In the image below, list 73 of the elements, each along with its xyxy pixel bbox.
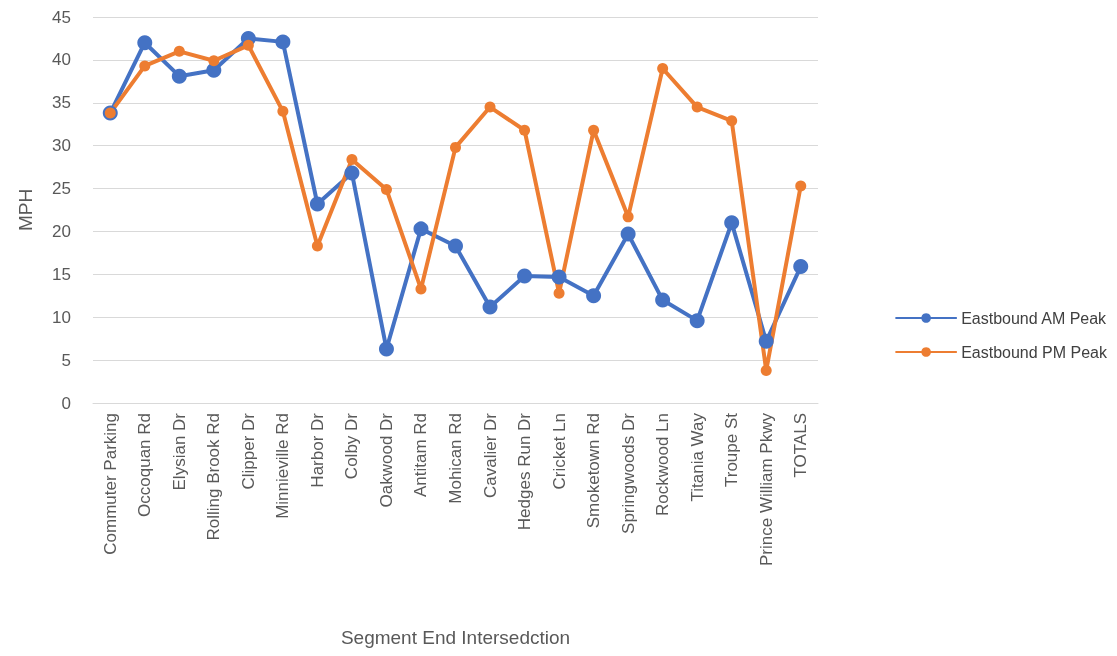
x-tick-label: Minnieville Rd [273, 413, 293, 519]
x-tick-label: Harbor Dr [307, 412, 327, 488]
x-tick-label: Clipper Dr [238, 412, 258, 490]
x-tick-label: Cavalier Dr [480, 412, 500, 499]
point [689, 313, 705, 329]
y-tick-label: 45 [52, 7, 71, 27]
legend-label: Eastbound AM Peak [961, 309, 1108, 327]
y-tick-label: 10 [52, 307, 71, 327]
point [311, 240, 323, 252]
point [173, 45, 185, 57]
x-tick-label: Rolling Brook Rd [204, 413, 224, 541]
point [622, 211, 634, 223]
point [309, 196, 325, 212]
x-tick-label: Prince William Pkwy [756, 412, 776, 567]
point [242, 39, 254, 51]
x-tick-label: Titania Way [687, 412, 707, 502]
x-tick-label: Oakwood Dr [376, 412, 396, 508]
point [724, 215, 740, 231]
x-tick-label: Hedges Run Dr [515, 412, 535, 531]
point [726, 115, 738, 127]
point [448, 238, 463, 254]
point [380, 183, 392, 195]
point [586, 288, 602, 304]
x-tick-label: Colby Dr [342, 412, 362, 480]
point [137, 35, 153, 51]
point [344, 165, 360, 181]
point [517, 268, 533, 284]
x-tick-label: Commuter Parking [100, 413, 120, 555]
y-tick-label: 40 [52, 50, 71, 70]
y-tick-label: 5 [61, 350, 71, 370]
point [378, 341, 394, 357]
point [588, 124, 600, 136]
x-tick-label: Cricket Ln [549, 413, 569, 490]
point [793, 259, 809, 275]
point [450, 141, 461, 153]
x-tick-label: Mohican Rd [446, 413, 465, 504]
point [657, 62, 669, 74]
point [346, 153, 358, 165]
y-tick-label: 30 [52, 136, 71, 156]
y-tick-label: 25 [52, 179, 71, 199]
y-tick-label: 15 [52, 264, 71, 284]
point [760, 364, 772, 376]
point [795, 180, 807, 192]
x-tick-label: Elysian Dr [169, 412, 189, 491]
point [277, 105, 289, 117]
point [413, 221, 429, 237]
x-tick-label: Rockwood Ln [653, 413, 673, 517]
x-tick-label: Occoquan Rd [135, 413, 155, 517]
y-tick-label: 35 [52, 93, 71, 113]
point [171, 68, 187, 84]
point [482, 299, 498, 315]
point [551, 269, 567, 285]
point [208, 55, 220, 67]
x-tick-label: TOTALS [791, 413, 811, 478]
x-tick-label: Springwoods Dr [618, 412, 638, 534]
y-tick-label: 20 [52, 221, 71, 241]
y-axis-title: MPH [15, 188, 36, 232]
point [553, 287, 565, 299]
legend-label: Eastbound PM Peak [961, 343, 1108, 361]
point [415, 283, 427, 295]
point [655, 292, 671, 308]
point [275, 34, 291, 50]
point [484, 101, 496, 113]
point [139, 60, 151, 72]
x-axis-title: Segment End Intersedction [340, 627, 571, 648]
x-tick-label: Troupe St [722, 412, 742, 488]
point [519, 124, 531, 136]
x-tick-label: Antitam Rd [411, 413, 431, 498]
point [691, 101, 703, 113]
point [758, 333, 774, 349]
point [620, 226, 636, 242]
x-tick-label: Smoketown Rd [584, 413, 604, 529]
y-tick-label: 0 [61, 393, 71, 413]
